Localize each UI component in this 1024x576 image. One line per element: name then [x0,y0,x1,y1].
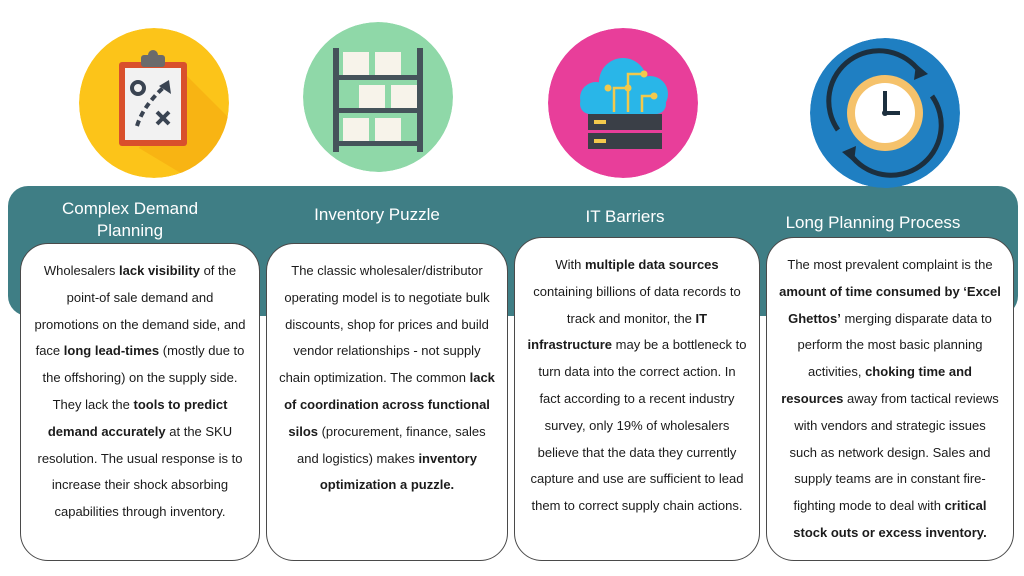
body-text: (procurement, finance, sales and logisti… [297,423,486,466]
emphasized-text: amount of time consumed by ‘Excel Ghetto… [779,283,1001,326]
body-text: Wholesalers [43,263,120,278]
emphasized-text: multiple data sources [584,257,719,272]
body-text: containing billions of data records to t… [533,283,741,326]
body-text: away from tactical reviews with vendors … [789,390,999,514]
body-text: merging disparate data to perform the mo… [797,310,992,380]
clock-cycle-icon [810,38,960,188]
card-it-barriers: With multiple data sources containing bi… [514,237,760,561]
emphasized-text: lack visibility [119,263,200,278]
column-title-long-planning: Long Planning Process [785,213,961,232]
card-demand-planning: Wholesalers lack visibility of the point… [20,243,260,561]
emphasized-text: critical stock outs or excess inventory. [793,498,987,540]
cloud-server-icon [548,28,698,178]
column-title-it-barriers: IT Barriers [585,207,665,226]
card-long-planning: The most prevalent complaint is the amou… [766,237,1014,561]
emphasized-text: long lead-times [63,343,160,359]
body-text: With [555,257,585,272]
body-text: may be a bottleneck to turn data into th… [530,337,747,514]
body-text: The classic wholesaler/distributor opera… [279,263,490,386]
column-title-inventory-puzzle: Inventory Puzzle [314,205,440,224]
emphasized-text: choking time and resources [781,364,972,406]
emphasized-text: tools to predict demand accurately [47,396,228,439]
body-text: (mostly due to the offshoring) on the su… [42,343,245,412]
warehouse-shelf-icon [303,22,453,172]
body-text: at the SKU resolution. The usual respons… [37,423,243,520]
emphasized-text: lack of coordination across functional s… [284,370,495,439]
body-text: The most prevalent complaint is the [787,257,993,272]
body-text: of the point-of sale demand and promotio… [34,263,246,359]
column-title-demand-planning: Complex Demand Planning [61,199,199,240]
emphasized-text: inventory optimization a puzzle. [319,450,477,493]
card-inventory-puzzle: The classic wholesaler/distributor opera… [266,243,508,561]
clipboard-strategy-icon [79,28,229,178]
emphasized-text: IT infrastructure [527,310,708,353]
